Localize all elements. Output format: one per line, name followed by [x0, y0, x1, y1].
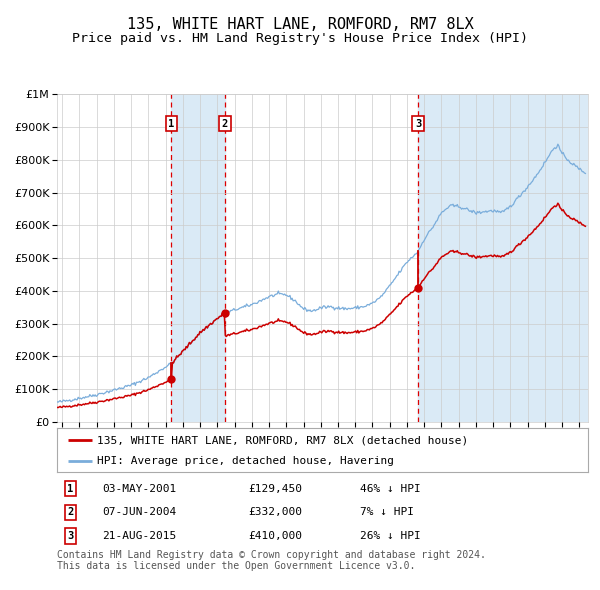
Text: 03-MAY-2001: 03-MAY-2001: [102, 484, 176, 494]
Text: 7% ↓ HPI: 7% ↓ HPI: [359, 507, 413, 517]
Text: 3: 3: [415, 119, 421, 129]
Bar: [418, 94, 588, 422]
Text: 135, WHITE HART LANE, ROMFORD, RM7 8LX: 135, WHITE HART LANE, ROMFORD, RM7 8LX: [127, 17, 473, 31]
Text: HPI: Average price, detached house, Havering: HPI: Average price, detached house, Have…: [97, 456, 394, 466]
Text: Price paid vs. HM Land Registry's House Price Index (HPI): Price paid vs. HM Land Registry's House …: [72, 32, 528, 45]
Text: 135, WHITE HART LANE, ROMFORD, RM7 8LX (detached house): 135, WHITE HART LANE, ROMFORD, RM7 8LX (…: [97, 435, 468, 445]
Text: 1: 1: [169, 119, 175, 129]
Text: 21-AUG-2015: 21-AUG-2015: [102, 531, 176, 541]
Text: Contains HM Land Registry data © Crown copyright and database right 2024.
This d: Contains HM Land Registry data © Crown c…: [57, 550, 486, 572]
Bar: [172, 94, 225, 422]
Text: £129,450: £129,450: [248, 484, 302, 494]
Text: £410,000: £410,000: [248, 531, 302, 541]
Text: 46% ↓ HPI: 46% ↓ HPI: [359, 484, 421, 494]
Text: 2: 2: [67, 507, 73, 517]
Text: £332,000: £332,000: [248, 507, 302, 517]
Text: 3: 3: [67, 531, 73, 541]
Text: 07-JUN-2004: 07-JUN-2004: [102, 507, 176, 517]
Text: 1: 1: [67, 484, 73, 494]
Text: 26% ↓ HPI: 26% ↓ HPI: [359, 531, 421, 541]
Text: 2: 2: [222, 119, 228, 129]
